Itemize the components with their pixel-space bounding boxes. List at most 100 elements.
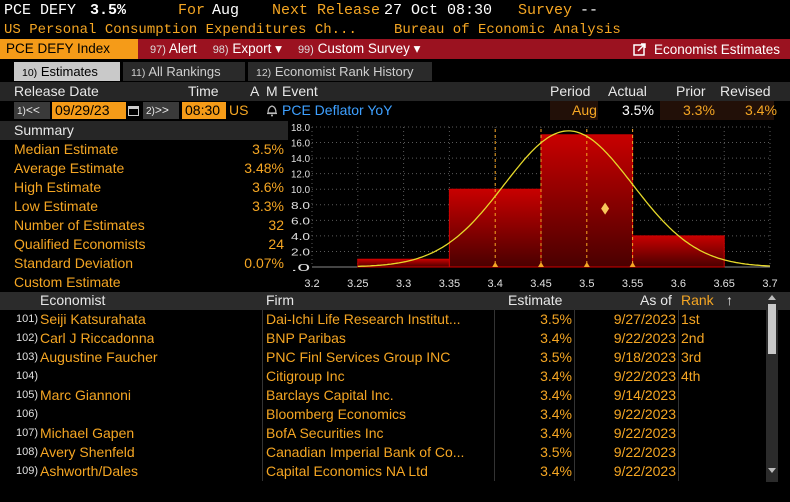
column-separator bbox=[262, 329, 263, 348]
summary-row: High Estimate 3.6% bbox=[14, 179, 284, 195]
chart-y-ticks: 18.0 16.0 14.0 12.0 10.0 8.0 6.0 4.0 2.0 .0 bbox=[291, 122, 310, 274]
prior-value: 3.3% bbox=[683, 102, 715, 118]
x-tick-label: 3.45 bbox=[530, 278, 551, 290]
summary-row: Number of Estimates 32 bbox=[14, 217, 284, 233]
table-row[interactable]: 109) Ashworth/Dales Capital Economics NA L… bbox=[0, 462, 776, 481]
estimate-value: 3.4% bbox=[540, 463, 572, 479]
rank-value: 2nd bbox=[681, 330, 705, 346]
reference-marker bbox=[583, 262, 590, 267]
security-header: PCE DEFY 3.5% For Aug Next Release 27 Oc… bbox=[0, 0, 790, 21]
estimate-value: 3.4% bbox=[540, 368, 572, 384]
column-separator bbox=[262, 367, 263, 386]
col-time: Time bbox=[188, 83, 219, 99]
export-button[interactable]: 98) Export ▾ bbox=[212, 41, 282, 56]
firm-name: BNP Paribas bbox=[266, 330, 346, 346]
actual-value: 3.5% bbox=[622, 102, 654, 118]
x-tick-label: 3.5 bbox=[579, 278, 594, 290]
firm-name: PNC Finl Services Group INC bbox=[266, 349, 451, 365]
custom-survey-button[interactable]: 99) Custom Survey ▾ bbox=[297, 41, 421, 56]
distribution-curve bbox=[357, 130, 771, 268]
firm-name: BofA Securities Inc bbox=[266, 425, 384, 441]
ticker-field[interactable]: PCE DEFY Index bbox=[0, 39, 138, 59]
column-separator bbox=[678, 310, 679, 329]
table-row[interactable]: 102) Carl J Riccadonna BNP Paribas 3.4% 9/22… bbox=[0, 329, 776, 348]
economist-name: Augustine Faucher bbox=[40, 349, 158, 365]
calendar-icon[interactable] bbox=[128, 105, 139, 116]
tab-estimates[interactable]: 10) Estimates bbox=[14, 62, 120, 81]
col-rank[interactable]: Rank bbox=[681, 292, 714, 308]
col-estimate[interactable]: Estimate bbox=[508, 292, 563, 308]
column-separator bbox=[574, 405, 575, 424]
summary-row: Standard Deviation 0.07% bbox=[14, 255, 284, 271]
col-economist[interactable]: Economist bbox=[40, 292, 106, 308]
tab-economist-rank-history[interactable]: 12) Economist Rank History bbox=[248, 62, 432, 81]
bell-icon[interactable] bbox=[266, 104, 278, 117]
firm-name: Capital Economics NA Ltd bbox=[266, 463, 428, 479]
column-separator bbox=[494, 348, 495, 367]
column-separator bbox=[574, 367, 575, 386]
table-row[interactable]: 108) Avery Shenfeld Canadian Imperial Bank… bbox=[0, 443, 776, 462]
column-separator bbox=[574, 443, 575, 462]
column-separator bbox=[678, 462, 679, 481]
firm-name: Bloomberg Economics bbox=[266, 406, 407, 422]
firm-name: Citigroup Inc bbox=[266, 368, 345, 384]
table-row[interactable]: 104) Citigroup Inc 3.4% 9/22/2023 4th bbox=[0, 367, 776, 386]
row-number: 104) bbox=[16, 370, 39, 382]
column-separator bbox=[574, 310, 575, 329]
event-link[interactable]: PCE Deflator YoY bbox=[282, 102, 393, 118]
double-chevron-right-icon: >> bbox=[154, 103, 169, 117]
prev-release-button[interactable]: 1)<< bbox=[14, 102, 50, 119]
x-tick-label: 3.4 bbox=[488, 278, 503, 290]
table-row[interactable]: 101) Seiji Katsurahata Dai-Ichi Life Resea… bbox=[0, 310, 776, 329]
column-separator bbox=[678, 386, 679, 405]
column-separator bbox=[262, 405, 263, 424]
asof-date: 9/22/2023 bbox=[613, 425, 676, 441]
y-tick-label: 16.0 bbox=[291, 138, 310, 150]
row-number: 108) bbox=[16, 446, 39, 458]
table-scrollbar[interactable] bbox=[766, 292, 778, 482]
table-row[interactable]: 107) Michael Gapen BofA Securities Inc 3.4%… bbox=[0, 424, 776, 443]
rank-value: 1st bbox=[681, 311, 700, 327]
estimate-value: 3.4% bbox=[540, 406, 572, 422]
table-row[interactable]: 103) Augustine Faucher PNC Finl Services G… bbox=[0, 348, 776, 367]
x-tick-label: 3.65 bbox=[713, 278, 734, 290]
survey-label: Survey bbox=[518, 2, 573, 19]
firm-name: Canadian Imperial Bank of Co... bbox=[266, 444, 465, 460]
col-firm[interactable]: Firm bbox=[266, 292, 294, 308]
asof-date: 9/27/2023 bbox=[613, 311, 676, 327]
summary-row-custom[interactable]: Custom Estimate bbox=[14, 274, 121, 290]
next-release-button[interactable]: 2)>> bbox=[143, 102, 179, 119]
table-row[interactable]: 105) Marc Giannoni Barclays Capital Inc. 3.… bbox=[0, 386, 776, 405]
column-separator bbox=[678, 367, 679, 386]
release-time-input[interactable]: 08:30 bbox=[182, 102, 226, 119]
y-tick-label: 18.0 bbox=[291, 122, 310, 134]
column-separator bbox=[574, 348, 575, 367]
row-number: 106) bbox=[16, 408, 39, 420]
asof-date: 9/14/2023 bbox=[613, 387, 676, 403]
release-row: 1)<< 09/29/23 2)>> 08:30 US PCE Deflator… bbox=[0, 101, 790, 120]
reference-marker bbox=[538, 262, 544, 267]
col-asof[interactable]: As of bbox=[640, 292, 672, 308]
column-separator bbox=[678, 443, 679, 462]
tab-all-rankings[interactable]: 11) All Rankings bbox=[123, 62, 245, 81]
economist-name: Michael Gapen bbox=[40, 425, 135, 441]
column-separator bbox=[262, 310, 263, 329]
ticker-label: PCE DEFY bbox=[4, 2, 77, 19]
double-chevron-left-icon: << bbox=[25, 103, 40, 117]
for-value: Aug bbox=[212, 2, 240, 19]
sort-up-icon[interactable]: ↑ bbox=[726, 292, 733, 308]
economist-estimates-link[interactable]: Economist Estimates bbox=[633, 42, 790, 57]
table-row[interactable]: 106) Bloomberg Economics 3.4% 9/22/2023 bbox=[0, 405, 776, 424]
col-period: Period bbox=[550, 83, 591, 99]
firm-name: Barclays Capital Inc. bbox=[266, 387, 394, 403]
estimate-value: 3.5% bbox=[540, 444, 572, 460]
release-date-input[interactable]: 09/29/23 bbox=[52, 102, 126, 119]
alert-button[interactable]: 97) Alert bbox=[150, 41, 197, 56]
chart-marker bbox=[601, 202, 610, 215]
asof-date: 9/22/2023 bbox=[613, 406, 676, 422]
column-separator bbox=[262, 424, 263, 443]
chevron-down-icon: ▾ bbox=[413, 41, 421, 56]
column-separator bbox=[678, 424, 679, 443]
chevron-down-icon: ▾ bbox=[275, 41, 282, 56]
revised-value: 3.4% bbox=[745, 102, 777, 118]
